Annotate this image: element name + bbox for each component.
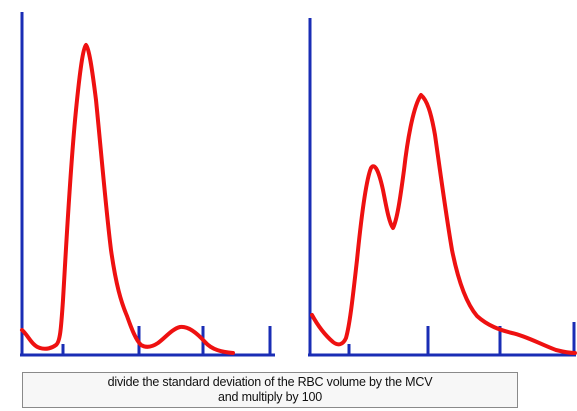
right-distribution-curve xyxy=(310,93,577,355)
left-distribution-curve xyxy=(20,43,235,355)
caption-line-1: divide the standard deviation of the RBC… xyxy=(107,375,433,389)
left-histogram xyxy=(20,12,275,357)
histogram-diagram xyxy=(20,12,577,357)
right-histogram xyxy=(308,18,577,357)
caption-line-2: and multiply by 100 xyxy=(218,390,322,404)
caption-box: divide the standard deviation of the RBC… xyxy=(22,372,518,408)
